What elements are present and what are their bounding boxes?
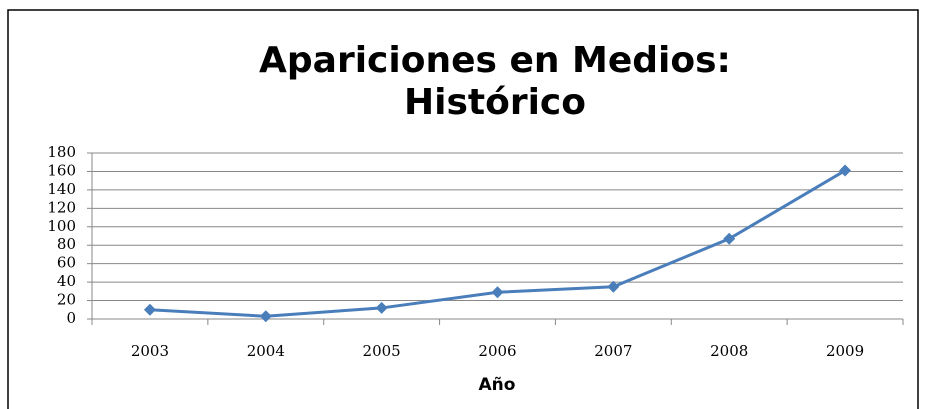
y-tick-label: 100: [47, 217, 76, 235]
chart-title: Apariciones en Medios:: [259, 40, 731, 81]
x-tick-label: 2006: [478, 342, 516, 360]
data-point: [839, 164, 852, 177]
data-point: [259, 310, 272, 323]
y-tick-label: 180: [47, 143, 76, 161]
x-axis-label: Año: [479, 375, 516, 395]
y-tick-label: 160: [47, 161, 76, 179]
y-tick-label: 0: [66, 309, 76, 327]
x-tick-label: 2007: [594, 342, 632, 360]
y-tick-label: 120: [47, 198, 76, 216]
x-tick-label: 2004: [247, 342, 285, 360]
data-point: [607, 280, 620, 293]
y-tick-label: 140: [47, 180, 76, 198]
chart-frame: [7, 9, 919, 409]
x-tick-label: 2009: [826, 342, 864, 360]
x-tick-label: 2008: [710, 342, 748, 360]
x-tick-label: 2003: [131, 342, 169, 360]
data-point: [491, 286, 504, 299]
data-point: [143, 303, 156, 316]
y-tick-label: 40: [57, 272, 76, 290]
chart-title: Histórico: [404, 82, 586, 123]
x-tick-label: 2005: [363, 342, 401, 360]
y-tick-label: 80: [57, 235, 76, 253]
data-point: [723, 232, 736, 245]
data-point: [375, 301, 388, 314]
y-tick-label: 60: [57, 254, 76, 272]
y-tick-label: 20: [57, 291, 76, 309]
